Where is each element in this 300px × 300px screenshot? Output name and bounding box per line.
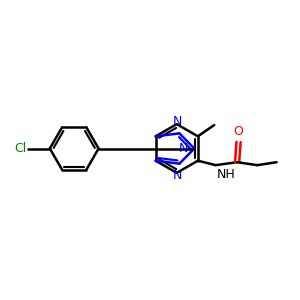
Text: N: N	[172, 169, 182, 182]
Text: N: N	[178, 142, 188, 155]
Text: NH: NH	[217, 167, 235, 181]
Text: N: N	[172, 115, 182, 128]
Text: Cl: Cl	[15, 142, 27, 155]
Text: O: O	[234, 125, 244, 138]
